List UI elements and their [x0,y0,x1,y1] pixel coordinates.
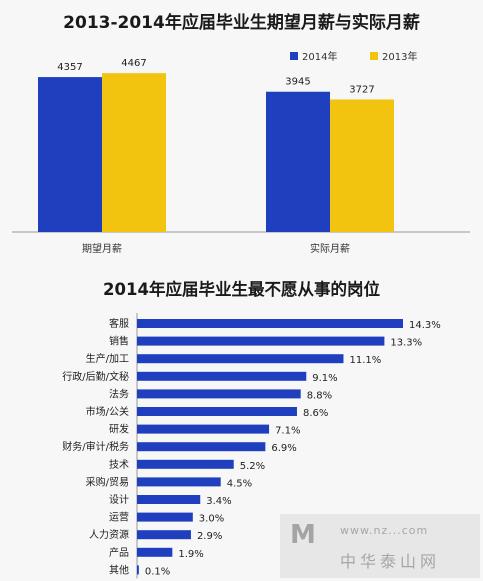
bar-3 [137,371,307,381]
bar-5 [137,407,297,416]
category-label: 采购/贸易 [86,475,129,488]
bar-value-label: 6.9% [271,443,296,454]
category-label: 其他 [109,563,129,576]
chart1-title: 2013-2014年应届毕业生期望月薪与实际月薪 [63,13,420,33]
bar-11 [137,512,193,522]
watermark-logo: M [290,520,316,550]
bar-value-label: 1.9% [178,549,203,560]
category-label: 运营 [109,511,129,524]
category-label: 技术 [109,458,129,471]
category-label: 实际月薪 [310,242,350,255]
bar-value-label: 4357 [57,62,82,73]
bar-2013-1 [330,99,394,233]
category-label: 财务/审计/税务 [62,440,129,453]
bar-value-label: 3.4% [206,496,231,507]
watermark: M www.nz...com 中华泰山网 [280,514,480,578]
bar-9 [137,477,221,487]
legend-label-1: 2013年 [382,50,417,63]
bar-6 [137,424,270,434]
bar-2013-0 [102,73,166,232]
bar-value-label: 8.8% [307,390,332,401]
bar-12 [137,530,191,540]
bar-10 [137,495,201,504]
bar-value-label: 0.1% [145,566,170,577]
bar-value-label: 14.3% [409,320,441,331]
category-label: 研发 [109,423,129,436]
bar-value-label: 5.2% [240,461,265,472]
bar-2014-1 [266,91,330,232]
category-label: 设计 [109,493,129,506]
bar-8 [137,459,234,469]
category-label: 市场/公关 [86,405,129,418]
bar-2014-0 [38,77,102,232]
bar-value-label: 3.0% [199,514,224,525]
category-label: 期望月薪 [82,242,122,255]
category-label: 生产/加工 [86,352,129,365]
legend-swatch-0 [290,52,298,60]
category-label: 法务 [109,387,129,400]
bar-14 [137,565,139,575]
category-label: 产品 [109,546,129,559]
bar-13 [137,547,173,557]
bar-value-label: 2.9% [197,531,222,542]
watermark-text: 中华泰山网 [340,552,441,571]
bar-value-label: 11.1% [349,355,381,366]
bar-value-label: 13.3% [390,338,422,349]
category-label: 客服 [109,317,129,330]
bar-2 [137,354,344,364]
category-label: 人力资源 [89,528,129,541]
bar-value-label: 9.1% [312,373,337,384]
bar-value-label: 7.1% [275,426,300,437]
bar-0 [137,319,403,328]
bar-value-label: 8.6% [303,408,328,419]
bar-4 [137,389,301,399]
bar-value-label: 3945 [285,77,310,88]
category-label: 行政/后勤/文秘 [62,370,129,383]
watermark-url: www.nz...com [340,524,429,537]
bar-value-label: 4467 [121,58,146,69]
category-label: 销售 [109,335,129,348]
bar-7 [137,442,266,452]
salary-bar-chart: 4357 4467 期望月薪 3945 3727 实际月薪 2014年 2013年 [12,50,470,255]
legend-label-0: 2014年 [302,50,337,63]
bar-value-label: 4.5% [227,478,252,489]
bar-1 [137,336,385,346]
bar-value-label: 3727 [349,84,374,95]
legend-swatch-1 [370,52,378,60]
chart2-title: 2014年应届毕业生最不愿从事的岗位 [103,280,380,299]
